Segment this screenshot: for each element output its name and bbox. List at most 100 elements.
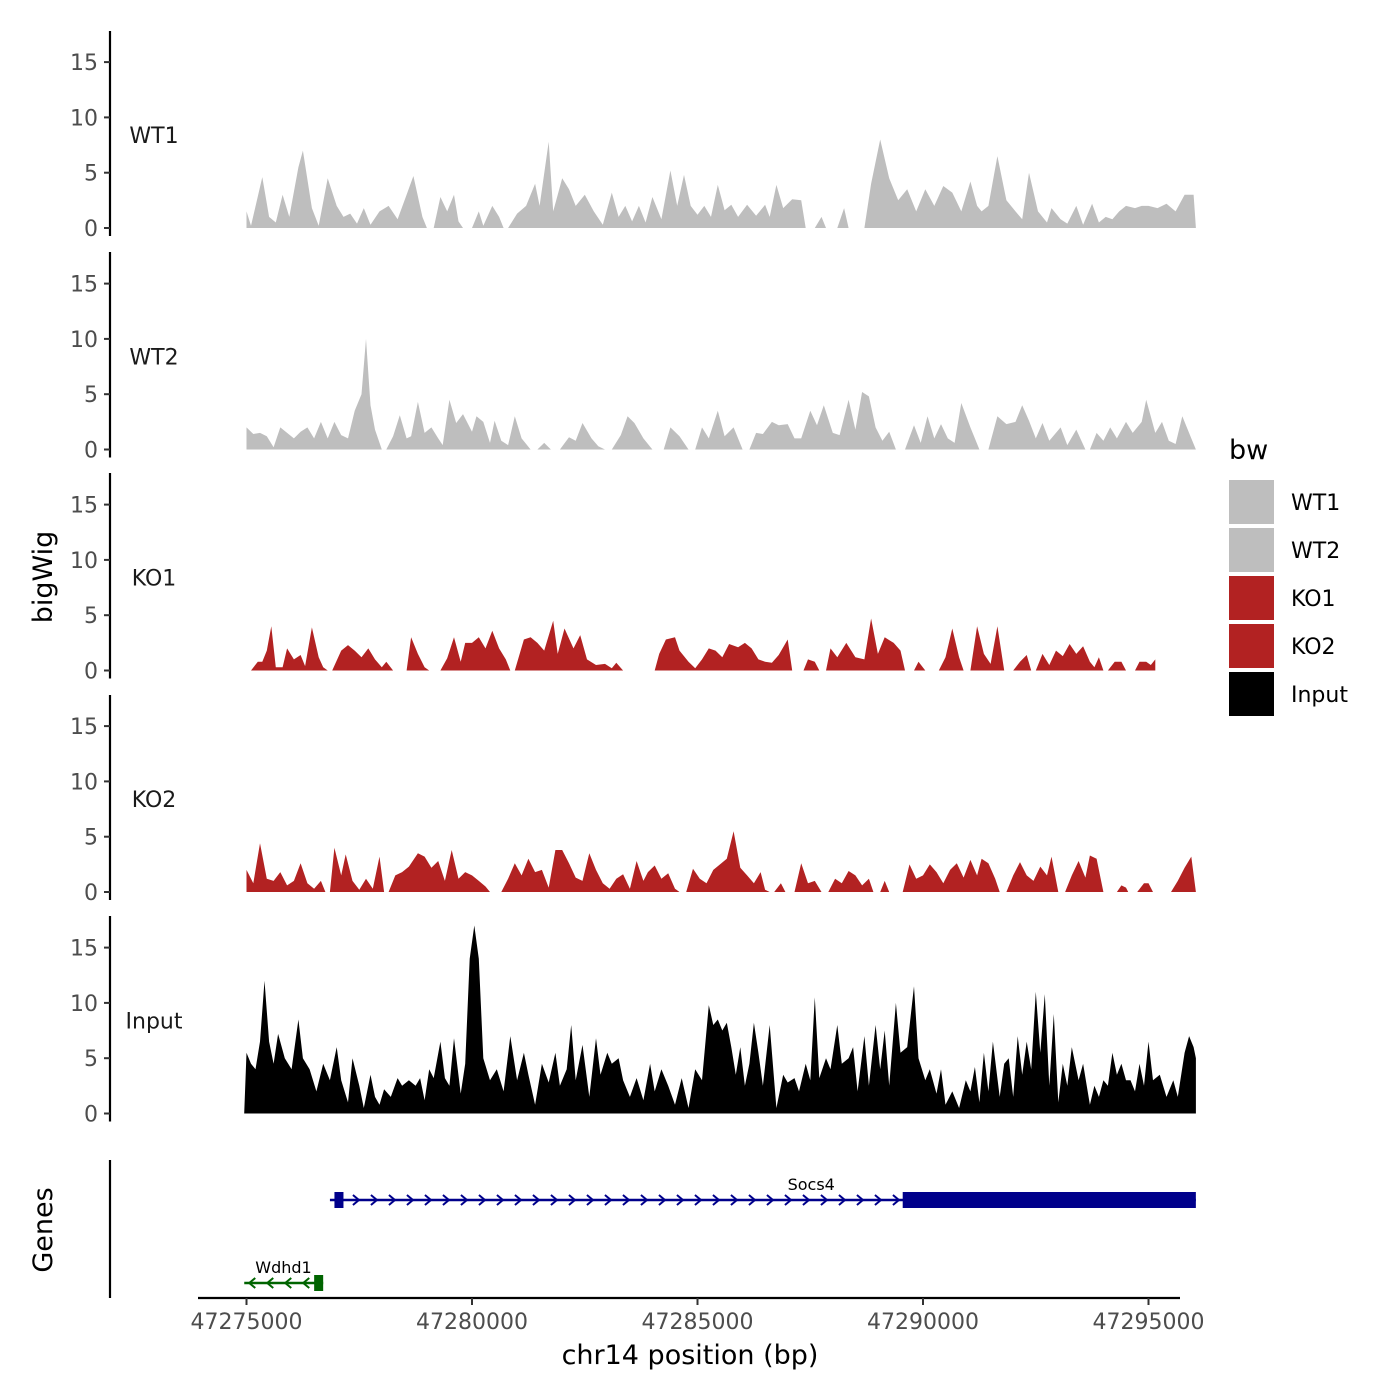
legend-swatch xyxy=(1229,576,1274,620)
strand-chevron xyxy=(802,1194,811,1206)
bigwig-tracks: 0 5 10 15 WT1 0 5 10 15 WT2 0 5 10 15 KO1 0 5 10 15 KO2 0 5 10… xyxy=(70,31,1196,1128)
strand-chevron xyxy=(568,1194,577,1206)
legend-swatch xyxy=(1229,480,1274,524)
strand-chevron xyxy=(283,1277,292,1289)
track-label: KO2 xyxy=(132,788,177,813)
x-tick-label: 47295000 xyxy=(1093,1310,1205,1335)
strand-chevron xyxy=(265,1277,274,1289)
strand-chevron xyxy=(766,1194,775,1206)
y-tick-label: 5 xyxy=(84,162,98,187)
y-tick-label: 5 xyxy=(84,604,98,629)
track-label: WT1 xyxy=(129,124,178,149)
x-tick-label: 47275000 xyxy=(191,1310,303,1335)
y-tick-label: 0 xyxy=(84,881,98,906)
strand-chevron xyxy=(442,1194,451,1206)
track-label: WT2 xyxy=(129,346,178,371)
y-tick-label: 0 xyxy=(84,1103,98,1128)
exon-block xyxy=(314,1275,324,1291)
track-label: Input xyxy=(126,1010,183,1035)
y-tick-label: 10 xyxy=(70,992,98,1017)
y-tick-label: 15 xyxy=(70,937,98,962)
legend-item-ko1: KO1 xyxy=(1229,576,1336,620)
strand-chevron xyxy=(496,1194,505,1206)
track-label: KO1 xyxy=(132,567,177,592)
y-tick-label: 5 xyxy=(84,383,98,408)
coverage-area-input xyxy=(244,925,1196,1114)
gene-wdhd1: Wdhd1 xyxy=(244,1258,324,1291)
y-tick-label: 5 xyxy=(84,1047,98,1072)
gene-socs4: Socs4 xyxy=(329,1175,1196,1208)
strand-chevron xyxy=(712,1194,721,1206)
strand-chevron xyxy=(748,1194,757,1206)
legend-item-wt2: WT2 xyxy=(1229,528,1340,572)
legend-item-wt1: WT1 xyxy=(1229,480,1340,524)
strand-chevron xyxy=(514,1194,523,1206)
legend-label: WT2 xyxy=(1291,539,1340,564)
strand-chevron xyxy=(694,1194,703,1206)
track-input: 0 5 10 15 Input xyxy=(70,916,1196,1128)
strand-chevron xyxy=(874,1194,883,1206)
coverage-area-wt1 xyxy=(246,139,1196,228)
legend-swatch xyxy=(1229,672,1274,716)
track-ko1: 0 5 10 15 KO1 xyxy=(70,473,1156,685)
strand-chevron xyxy=(370,1194,379,1206)
strand-chevron xyxy=(640,1194,649,1206)
legend-label: WT1 xyxy=(1291,491,1340,516)
legend-item-ko2: KO2 xyxy=(1229,624,1336,668)
y-tick-label: 10 xyxy=(70,770,98,795)
strand-chevron xyxy=(460,1194,469,1206)
x-tick-label: 47285000 xyxy=(642,1310,754,1335)
strand-chevron xyxy=(352,1194,361,1206)
gene-label: Wdhd1 xyxy=(255,1258,311,1277)
strand-chevron xyxy=(301,1277,310,1289)
track-ko2: 0 5 10 15 KO2 xyxy=(70,695,1196,906)
strand-chevron xyxy=(586,1194,595,1206)
strand-chevron xyxy=(550,1194,559,1206)
gene-label: Socs4 xyxy=(788,1175,835,1194)
legend-label: KO2 xyxy=(1291,635,1336,660)
y-tick-label: 15 xyxy=(70,715,98,740)
y-tick-label: 0 xyxy=(84,660,98,685)
y-tick-label: 15 xyxy=(70,494,98,519)
strand-chevron xyxy=(406,1194,415,1206)
legend-swatch xyxy=(1229,624,1274,668)
legend-title: bw xyxy=(1229,435,1268,466)
strand-chevron xyxy=(784,1194,793,1206)
legend-swatch xyxy=(1229,528,1274,572)
strand-chevron xyxy=(388,1194,397,1206)
y-axis-title: bigWig xyxy=(28,531,59,624)
legend-label: Input xyxy=(1291,683,1348,708)
y-tick-label: 10 xyxy=(70,328,98,353)
y-tick-label: 5 xyxy=(84,826,98,851)
coverage-area-ko1 xyxy=(251,618,1156,671)
strand-chevron xyxy=(622,1194,631,1206)
x-axis: 47275000 47280000 47285000 47290000 47295000 xyxy=(191,1296,1205,1335)
y-tick-label: 0 xyxy=(84,217,98,242)
strand-chevron xyxy=(838,1194,847,1206)
strand-chevron xyxy=(424,1194,433,1206)
track-wt1: 0 5 10 15 WT1 xyxy=(70,31,1196,242)
legend: WT1 WT2 KO1 KO2 Input xyxy=(1229,480,1348,716)
strand-chevron xyxy=(604,1194,613,1206)
exon-block xyxy=(334,1192,344,1208)
strand-chevron xyxy=(676,1194,685,1206)
gene-track: Socs4 Wdhd1 xyxy=(108,1160,1196,1298)
strand-chevron xyxy=(856,1194,865,1206)
strand-chevron xyxy=(247,1277,256,1289)
x-tick-label: 47280000 xyxy=(416,1310,528,1335)
track-wt2: 0 5 10 15 WT2 xyxy=(70,252,1196,464)
x-axis-title: chr14 position (bp) xyxy=(562,1340,819,1371)
y-tick-label: 10 xyxy=(70,549,98,574)
y-tick-label: 10 xyxy=(70,106,98,131)
strand-chevron xyxy=(892,1194,901,1206)
strand-chevron xyxy=(478,1194,487,1206)
strand-chevron xyxy=(532,1194,541,1206)
strand-chevron xyxy=(820,1194,829,1206)
strand-chevron xyxy=(658,1194,667,1206)
y-tick-label: 15 xyxy=(70,273,98,298)
coverage-area-ko2 xyxy=(246,831,1196,892)
exon-block xyxy=(902,1192,1196,1208)
y-tick-label: 0 xyxy=(84,439,98,464)
coverage-area-wt2 xyxy=(246,338,1196,450)
legend-item-input: Input xyxy=(1229,672,1348,716)
